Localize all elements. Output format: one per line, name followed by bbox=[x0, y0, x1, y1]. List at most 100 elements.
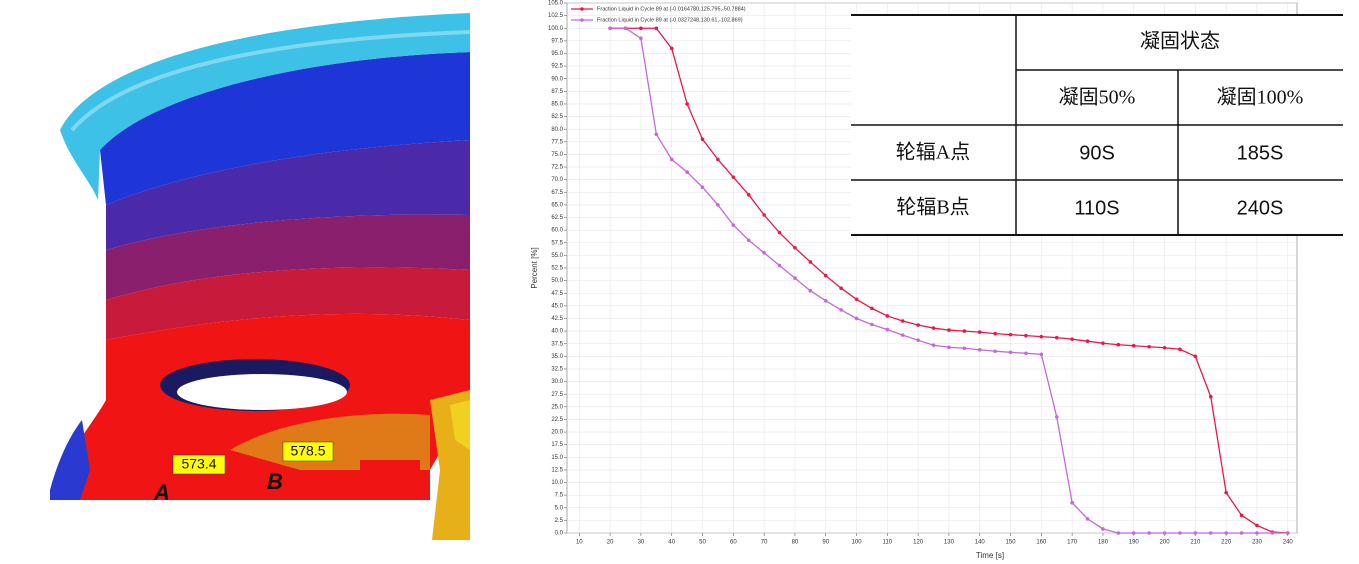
y-tick-label: 95.0 bbox=[551, 51, 563, 57]
y-tick-label: 40.0 bbox=[551, 329, 563, 335]
data-point bbox=[747, 238, 751, 242]
probe-point: A bbox=[153, 480, 170, 505]
data-point bbox=[639, 26, 643, 30]
y-tick-label: 70.0 bbox=[551, 177, 563, 183]
x-tick-label: 40 bbox=[668, 540, 675, 546]
data-point bbox=[670, 47, 674, 51]
data-point bbox=[762, 251, 766, 255]
x-tick-label: 20 bbox=[607, 540, 614, 546]
y-tick-label: 35.0 bbox=[551, 354, 563, 360]
data-point bbox=[1070, 501, 1074, 505]
data-point bbox=[1117, 343, 1121, 347]
data-point bbox=[1178, 347, 1182, 351]
data-point bbox=[870, 323, 874, 327]
data-point bbox=[1086, 339, 1090, 343]
table: 凝固状态 凝固50% 凝固100% 轮辐A点 90S 185S 轮辐B点 110… bbox=[851, 15, 1343, 235]
data-point bbox=[1240, 514, 1244, 518]
data-point bbox=[1101, 527, 1105, 531]
y-tick-label: 97.5 bbox=[551, 38, 563, 44]
data-point bbox=[809, 289, 813, 293]
data-point bbox=[932, 343, 936, 347]
y-tick-label: 50.0 bbox=[551, 278, 563, 284]
data-point bbox=[916, 338, 920, 342]
data-point bbox=[1132, 531, 1136, 535]
data-point bbox=[1163, 531, 1167, 535]
wheel-render bbox=[50, 13, 470, 540]
x-tick-label: 120 bbox=[913, 540, 924, 546]
legend-marker bbox=[580, 7, 584, 11]
data-point bbox=[901, 333, 905, 337]
y-tick-label: 2.5 bbox=[555, 518, 564, 524]
table-cell: 185S bbox=[1237, 142, 1284, 164]
y-tick-label: 55.0 bbox=[551, 253, 563, 259]
data-point bbox=[1009, 333, 1013, 337]
data-point bbox=[1040, 353, 1044, 357]
figure: 0.02.55.07.510.012.515.017.520.022.525.0… bbox=[0, 0, 1359, 564]
y-tick-label: 57.5 bbox=[551, 240, 563, 246]
y-tick-label: 67.5 bbox=[551, 190, 563, 196]
data-point bbox=[1194, 531, 1198, 535]
y-tick-label: 15.0 bbox=[551, 455, 563, 461]
x-tick-label: 150 bbox=[1006, 540, 1017, 546]
y-tick-label: 45.0 bbox=[551, 303, 563, 309]
data-point bbox=[1009, 350, 1013, 354]
y-tick-label: 60.0 bbox=[551, 228, 563, 234]
data-point bbox=[685, 102, 689, 106]
y-tick-label: 10.0 bbox=[551, 480, 563, 486]
y-tick-label: 22.5 bbox=[551, 417, 563, 423]
y-tick-label: 17.5 bbox=[551, 442, 563, 448]
data-point bbox=[778, 264, 782, 268]
data-point bbox=[1055, 336, 1059, 340]
x-tick-label: 170 bbox=[1067, 540, 1078, 546]
data-point bbox=[1070, 337, 1074, 341]
x-tick-label: 190 bbox=[1129, 540, 1140, 546]
x-tick-label: 160 bbox=[1036, 540, 1047, 546]
probe-point: B bbox=[267, 469, 283, 494]
data-point bbox=[608, 26, 612, 30]
x-tick-label: 30 bbox=[638, 540, 645, 546]
table-cell: 240S bbox=[1237, 197, 1284, 219]
table-column: 凝固100% bbox=[1217, 86, 1304, 109]
probe-value: 573.4 bbox=[181, 456, 216, 472]
data-point bbox=[1209, 531, 1213, 535]
data-point bbox=[655, 26, 659, 30]
legend-label: Fraction Liquid in Cycle 89 at (-0.01647… bbox=[597, 6, 746, 12]
data-point bbox=[1147, 531, 1151, 535]
table-cell: 110S bbox=[1074, 197, 1119, 219]
y-tick-label: 105.0 bbox=[548, 1, 564, 7]
data-point bbox=[916, 323, 920, 327]
data-point bbox=[1271, 531, 1275, 535]
x-tick-label: 60 bbox=[730, 540, 737, 546]
data-point bbox=[886, 328, 890, 332]
data-point bbox=[1024, 352, 1028, 356]
data-point bbox=[732, 223, 736, 227]
y-tick-label: 52.5 bbox=[551, 266, 563, 272]
x-tick-label: 100 bbox=[852, 540, 863, 546]
y-tick-label: 82.5 bbox=[551, 114, 563, 120]
y-tick-label: 12.5 bbox=[551, 467, 563, 473]
data-point bbox=[747, 193, 751, 197]
data-point bbox=[793, 246, 797, 250]
data-point bbox=[1178, 531, 1182, 535]
y-tick-label: 85.0 bbox=[551, 102, 563, 108]
x-tick-label: 90 bbox=[822, 540, 829, 546]
table-row-label: 轮辐B点 bbox=[896, 196, 969, 219]
y-tick-label: 37.5 bbox=[551, 341, 563, 347]
y-tick-label: 27.5 bbox=[551, 392, 563, 398]
data-point bbox=[639, 37, 643, 41]
data-point bbox=[855, 317, 859, 321]
x-tick-label: 70 bbox=[761, 540, 768, 546]
y-tick-label: 47.5 bbox=[551, 291, 563, 297]
data-point bbox=[1255, 524, 1259, 528]
data-point bbox=[1117, 531, 1121, 535]
data-point bbox=[839, 308, 843, 312]
data-point bbox=[1055, 415, 1059, 419]
x-tick-label: 10 bbox=[576, 540, 583, 546]
y-tick-label: 62.5 bbox=[551, 215, 563, 221]
data-point bbox=[870, 307, 874, 311]
data-point bbox=[978, 330, 982, 334]
data-point bbox=[762, 213, 766, 217]
y-axis-label: Percent [%] bbox=[530, 247, 539, 288]
data-point bbox=[655, 132, 659, 136]
y-tick-label: 42.5 bbox=[551, 316, 563, 322]
